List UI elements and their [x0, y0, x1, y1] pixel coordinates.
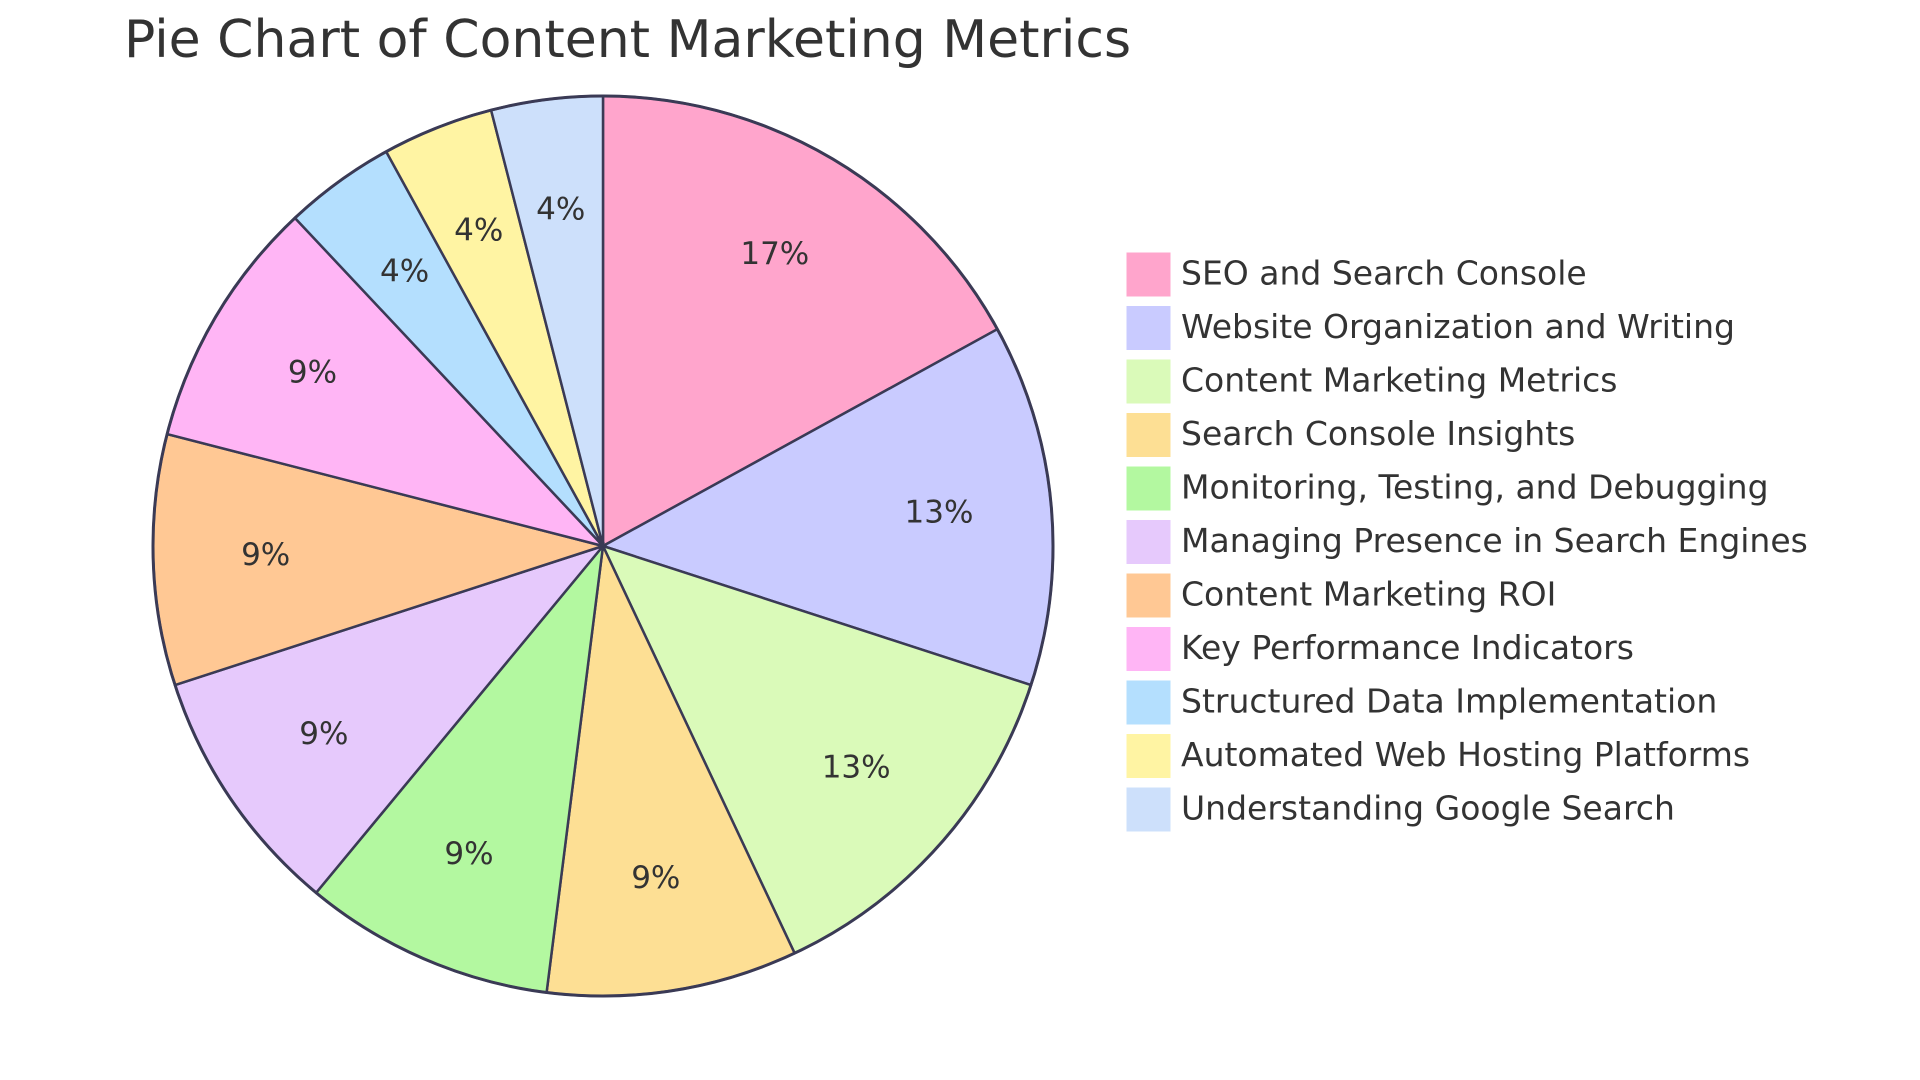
legend-label: Managing Presence in Search Engines [1181, 521, 1808, 560]
slice-label: 4% [454, 213, 503, 249]
legend-swatch [1125, 626, 1172, 672]
legend-swatch [1125, 786, 1172, 833]
slice-label: 13% [822, 750, 891, 786]
legend-swatch [1125, 305, 1172, 351]
slice-label: 9% [299, 716, 348, 752]
legend-swatch [1125, 465, 1172, 512]
legend-label: Automated Web Hosting Platforms [1181, 735, 1750, 774]
legend-swatch [1125, 733, 1172, 779]
slice-label: 17% [740, 236, 809, 272]
chart-title: Pie Chart of Content Marketing Metrics [124, 10, 1131, 70]
slice-label: 9% [288, 355, 337, 391]
legend-label: Understanding Google Search [1181, 789, 1675, 828]
slice-label: 13% [905, 495, 974, 531]
legend-label: Website Organization and Writing [1181, 307, 1735, 346]
slice-label: 9% [631, 860, 680, 896]
legend-label: SEO and Search Console [1181, 254, 1587, 293]
legend-label: Key Performance Indicators [1181, 628, 1634, 667]
slice-label: 4% [536, 192, 585, 228]
legend-swatch [1125, 251, 1172, 298]
slice-label: 4% [380, 253, 429, 289]
legend-label: Content Marketing ROI [1181, 575, 1556, 614]
pie-outline [151, 94, 1055, 998]
legend-swatch [1125, 679, 1172, 726]
legend-swatch [1125, 358, 1172, 405]
slice-label: 9% [444, 836, 493, 872]
legend-swatch [1125, 412, 1172, 458]
legend-label: Structured Data Implementation [1181, 682, 1717, 721]
legend-swatch [1125, 519, 1172, 565]
legend-label: Monitoring, Testing, and Debugging [1181, 468, 1769, 507]
legend-swatch [1125, 572, 1172, 619]
legend-label: Content Marketing Metrics [1181, 361, 1617, 400]
legend-label: Search Console Insights [1181, 414, 1575, 453]
slice-label: 9% [241, 537, 290, 573]
